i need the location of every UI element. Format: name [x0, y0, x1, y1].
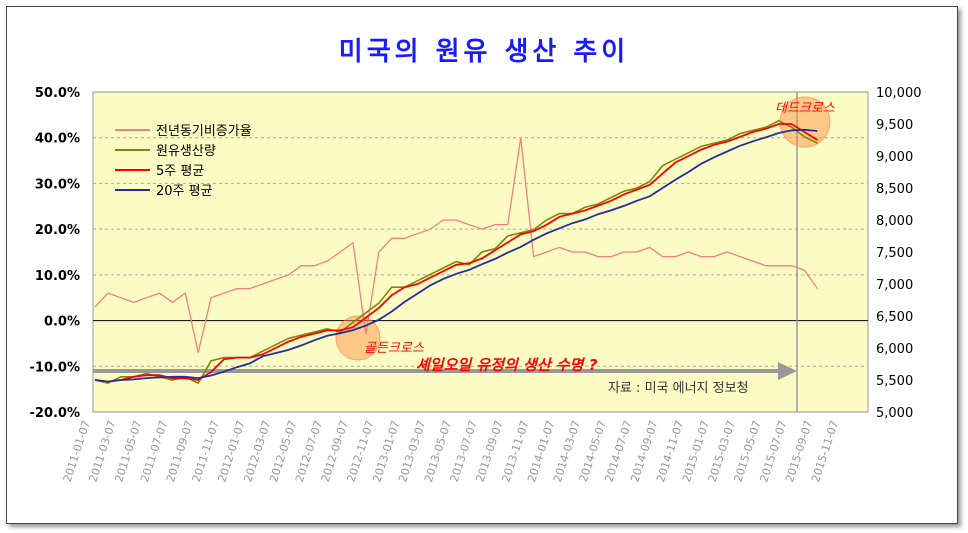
left-axis-tick: 50.0% [35, 86, 80, 101]
right-axis-tick: 6,500 [876, 310, 913, 325]
left-axis-tick: -10.0% [30, 360, 81, 375]
right-axis-tick: 6,000 [876, 342, 913, 357]
question-annotation: 셰일오일 유정의 생산 수명 ? [416, 356, 598, 374]
series-line-1 [94, 119, 818, 385]
right-axis-tick: 8,000 [876, 214, 913, 229]
left-axis-tick: 40.0% [35, 132, 80, 147]
chart-title: 미국의 원유 생산 추이 [339, 37, 629, 67]
right-axis-tick: 5,500 [876, 374, 913, 389]
left-axis-tick: -20.0% [30, 406, 81, 421]
trend-arrow-head [778, 362, 797, 380]
series-line-3 [94, 128, 818, 383]
x-axis-tick: 2015-11-07 [809, 419, 841, 484]
golden-cross-label: 골든크로스 [364, 341, 424, 356]
legend-label: 5주 평균 [156, 164, 204, 179]
right-axis-tick: 8,500 [876, 182, 913, 197]
right-axis-tick: 9,500 [876, 118, 913, 133]
series-line-2 [94, 123, 818, 383]
dead-cross-label: 데드크로스 [775, 101, 835, 116]
left-axis-tick: 30.0% [35, 177, 80, 192]
source-note: 자료 : 미국 에너지 정보청 [608, 381, 749, 396]
right-axis-tick: 9,000 [876, 150, 913, 165]
legend-label: 20주 평균 [156, 184, 213, 199]
right-axis-tick: 7,000 [876, 278, 913, 293]
left-axis-tick: 0.0% [44, 315, 80, 330]
right-axis-tick: 5,000 [876, 406, 913, 421]
legend-label: 전년동기비증가율 [156, 124, 252, 139]
right-axis-tick: 10,000 [876, 86, 922, 101]
legend-label: 원유생산량 [156, 144, 216, 159]
series-line-0 [94, 137, 818, 353]
left-axis-tick: 10.0% [35, 269, 80, 284]
right-axis-tick: 7,500 [876, 246, 913, 261]
left-axis-tick: 20.0% [35, 223, 80, 238]
